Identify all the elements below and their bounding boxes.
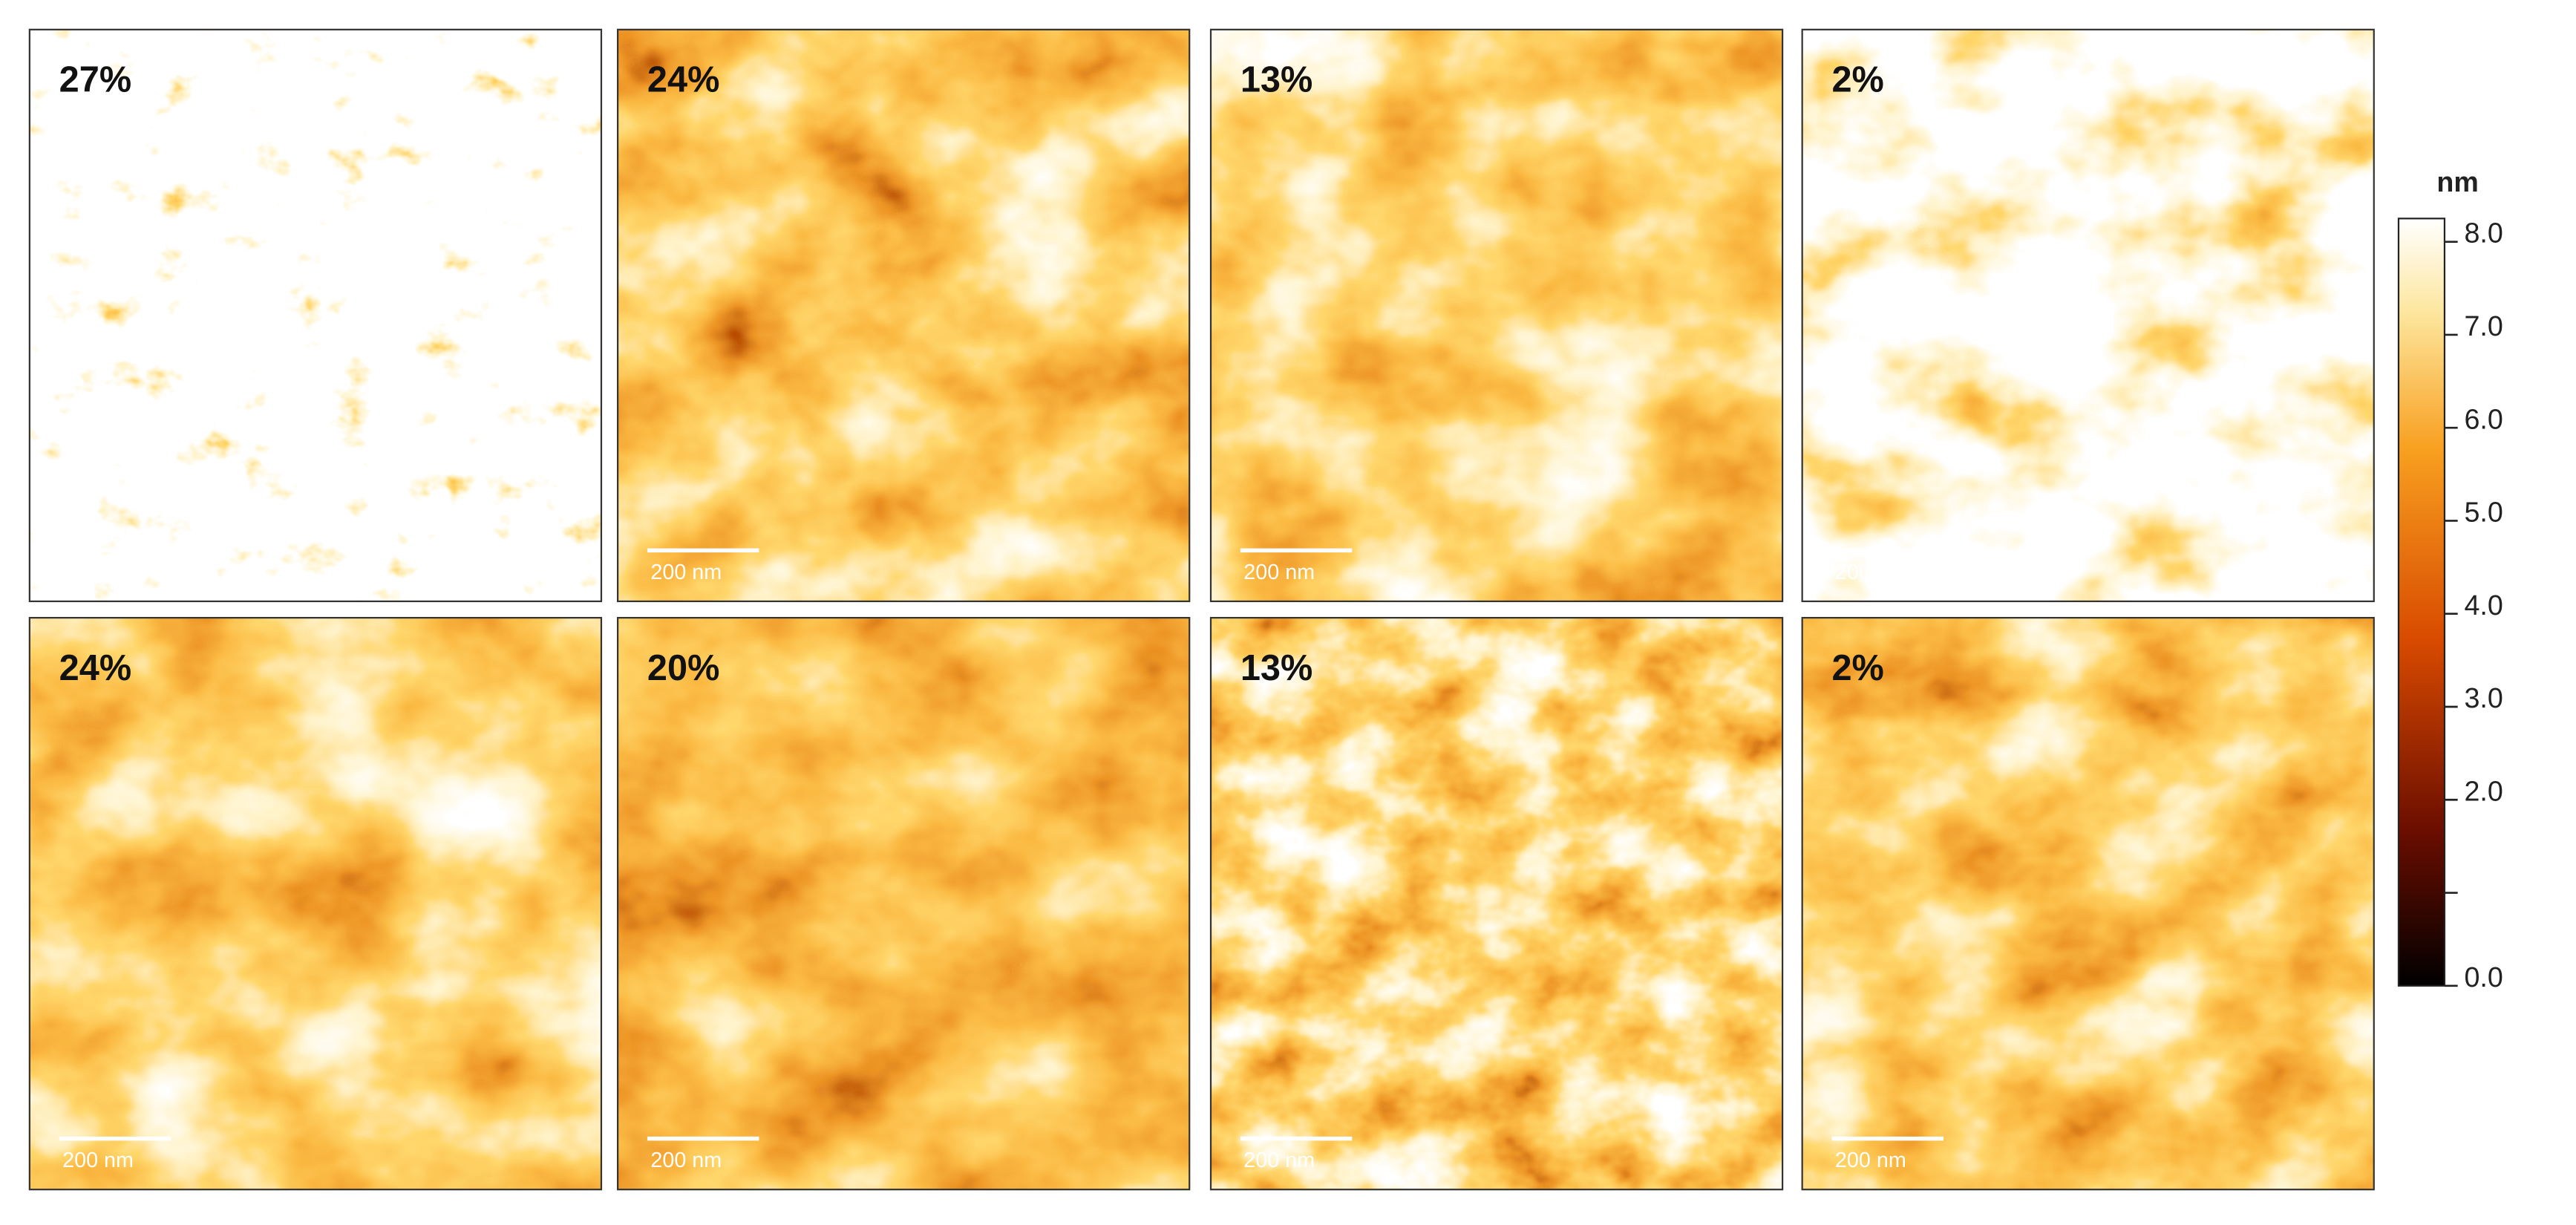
afm-image	[1210, 618, 1783, 1190]
scale-bar-label: 200 nm	[650, 1149, 722, 1172]
colorbar-tick-label: 3.0	[2464, 682, 2503, 713]
colorbar-unit: nm	[2436, 166, 2478, 197]
scale-bar-label: 200 nm	[1243, 1149, 1315, 1172]
colorbar-tick-label: 2.0	[2464, 775, 2503, 806]
panel-label: 13%	[1240, 60, 1312, 100]
panel-border	[1801, 616, 2375, 1191]
scale-bar-label: 200 nm	[650, 561, 722, 584]
scale-bar-label: 200 nm	[1835, 1149, 1906, 1172]
panel-label: 13%	[1240, 648, 1312, 688]
colorbar-tick-label: 8.0	[2464, 218, 2503, 249]
scale-bar-label: 200 nm	[62, 1149, 134, 1172]
panel-border	[616, 616, 1191, 1191]
panel-label: 20%	[647, 648, 719, 688]
colorbar-tick-label: 0.0	[2464, 961, 2503, 993]
panel-label: 24%	[647, 60, 719, 100]
colorbar-tick-label: 5.0	[2464, 497, 2503, 528]
afm-image	[618, 29, 1190, 601]
panel-label: 27%	[59, 60, 131, 100]
afm-image	[1210, 29, 1783, 601]
panel-border	[28, 28, 603, 603]
scale-bar-label: 200 nm	[1835, 561, 1906, 584]
colorbar	[2397, 218, 2446, 987]
afm-image	[1802, 618, 2374, 1190]
colorbar-tick-label: 4.0	[2464, 589, 2503, 621]
panel-label: 24%	[59, 648, 131, 688]
panel-label: 2%	[1831, 648, 1883, 688]
afm-image	[1802, 29, 2374, 601]
panel-border	[1801, 28, 2375, 603]
scale-bar-label: 200 nm	[62, 561, 134, 584]
panel-border	[28, 616, 603, 1191]
afm-image	[29, 29, 601, 601]
afm-image	[29, 618, 601, 1190]
colorbar-tick-label: 7.0	[2464, 310, 2503, 342]
panel-border	[1209, 616, 1784, 1191]
scale-bar-label: 200 nm	[1243, 561, 1315, 584]
panel-border	[616, 28, 1191, 603]
panel-border	[1209, 28, 1784, 603]
panel-label: 2%	[1831, 60, 1883, 100]
colorbar-tick-label: 6.0	[2464, 403, 2503, 434]
afm-image	[618, 618, 1190, 1190]
